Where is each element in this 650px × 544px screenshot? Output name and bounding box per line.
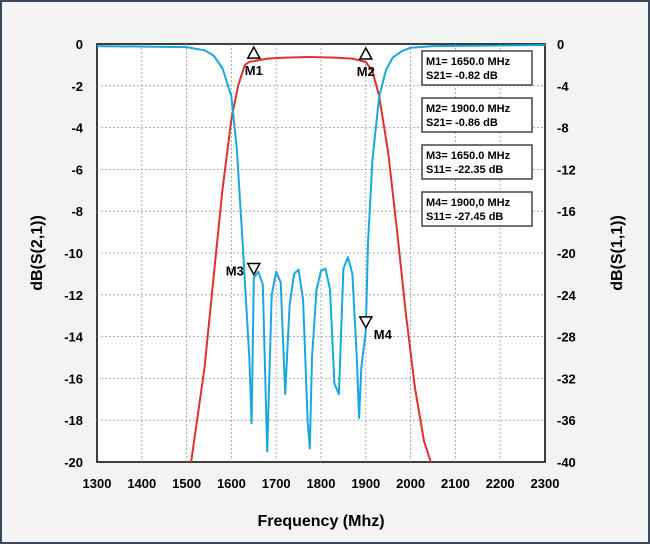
left-y-tick-label: -10	[64, 246, 83, 261]
right-y-tick-label: -36	[557, 413, 576, 428]
right-y-tick-label: -8	[557, 121, 569, 136]
x-tick-label: 1500	[172, 476, 201, 491]
series-line-s21	[190, 56, 432, 463]
marker-m3-icon	[246, 262, 262, 277]
x-tick-label: 1300	[83, 476, 112, 491]
readout-line-2: S11= -27.45 dB	[426, 211, 503, 223]
x-tick-label: 1400	[127, 476, 156, 491]
right-y-tick-label: -20	[557, 246, 576, 261]
marker-m1-icon	[246, 45, 262, 59]
right-y-tick-label: -28	[557, 330, 576, 345]
right-y-tick-label: 0	[557, 37, 564, 52]
tick-labels: 1300 1400 1500 1600 1700 1800 1900 2000 2100 2200…	[64, 37, 576, 491]
readout-box-frame	[421, 144, 533, 180]
readout-line-2: S11= -22.35 dB	[426, 164, 503, 176]
marker-label-m4: M4	[374, 327, 393, 342]
readout-line-2: S21= -0.86 dB	[426, 117, 498, 129]
marker-m4-icon	[358, 316, 374, 330]
right-y-tick-label: -24	[557, 288, 577, 303]
left-y-tick-label: -14	[64, 330, 84, 345]
marker-readout-box: M2= 1900.0 MHz S21= -0.86 dB	[421, 97, 533, 133]
marker-label-m2: M2	[357, 64, 375, 79]
readout-box-frame	[421, 50, 533, 86]
right-y-tick-label: -16	[557, 204, 576, 219]
left-y-tick-label: -16	[64, 371, 83, 386]
right-y-tick-label: -12	[557, 162, 576, 177]
readout-line-1: M4= 1900,0 MHz	[426, 197, 511, 209]
x-tick-label: 1800	[307, 476, 336, 491]
readout-line-1: M1= 1650.0 MHz	[426, 56, 511, 68]
left-y-tick-label: -20	[64, 455, 83, 470]
left-y-tick-label: -4	[71, 121, 83, 136]
x-tick-label: 2300	[531, 476, 560, 491]
left-y-tick-label: 0	[76, 37, 83, 52]
x-tick-label: 2100	[441, 476, 470, 491]
marker-m2-icon	[358, 46, 374, 60]
marker-label-m3: M3	[226, 264, 244, 279]
marker-layer: M1 M2 M3 M4	[226, 45, 393, 342]
marker-readout-box: M3= 1650.0 MHz S11= -22.35 dB	[421, 144, 533, 180]
right-axis-title: dB(S(1,1))	[609, 215, 626, 291]
marker-readout-box: M4= 1900,0 MHz S11= -27.45 dB	[421, 191, 533, 227]
x-tick-label: 2000	[396, 476, 425, 491]
x-axis-title: Frequency (Mhz)	[257, 513, 384, 530]
left-axis-title: dB(S(2,1))	[29, 215, 46, 291]
left-y-tick-label: -8	[71, 204, 83, 219]
readout-line-1: M2= 1900.0 MHz	[426, 103, 511, 115]
right-y-tick-label: -32	[557, 371, 576, 386]
left-y-tick-label: -6	[71, 162, 83, 177]
x-tick-label: 2200	[486, 476, 515, 491]
series-layer	[96, 44, 546, 463]
right-y-tick-label: -4	[557, 79, 569, 94]
readout-line-2: S21= -0.82 dB	[426, 70, 498, 82]
left-y-tick-label: -18	[64, 413, 83, 428]
x-tick-label: 1900	[351, 476, 380, 491]
left-y-tick-label: -2	[71, 79, 83, 94]
marker-readout-box: M1= 1650.0 MHz S21= -0.82 dB	[421, 50, 533, 86]
readout-box-frame	[421, 191, 533, 227]
right-y-tick-label: -40	[557, 455, 576, 470]
readout-layer: M1= 1650.0 MHz S21= -0.82 dB M2= 1900.0 MH…	[421, 50, 533, 227]
readout-line-1: M3= 1650.0 MHz	[426, 150, 511, 162]
marker-label-m1: M1	[245, 63, 263, 78]
grid	[97, 44, 545, 462]
x-tick-label: 1700	[262, 476, 291, 491]
left-y-tick-label: -12	[64, 288, 83, 303]
x-tick-label: 1600	[217, 476, 246, 491]
readout-box-frame	[421, 97, 533, 133]
series-line-s11	[96, 44, 546, 453]
